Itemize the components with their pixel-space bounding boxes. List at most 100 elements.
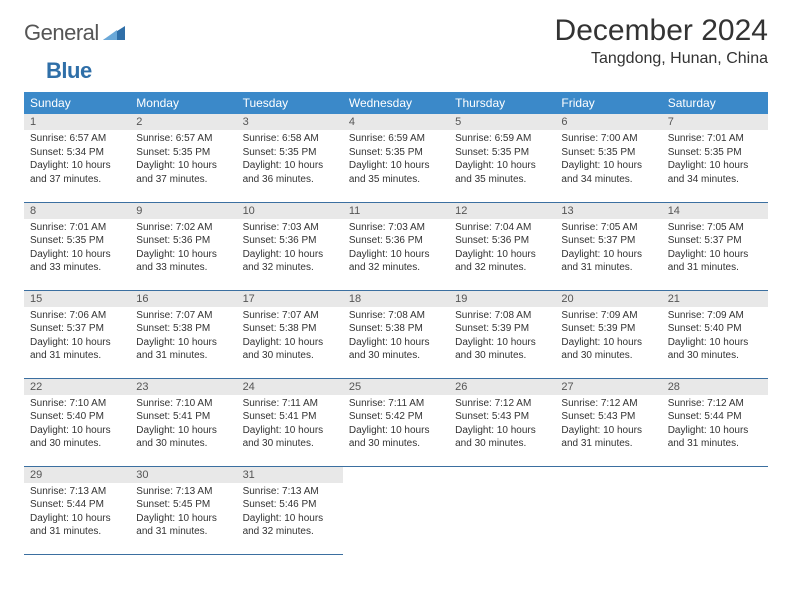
day-line: and 32 minutes.	[455, 261, 549, 275]
day-line: Sunrise: 6:59 AM	[349, 132, 443, 146]
calendar-cell: 29Sunrise: 7:13 AMSunset: 5:44 PMDayligh…	[24, 466, 130, 554]
calendar-week-row: 29Sunrise: 7:13 AMSunset: 5:44 PMDayligh…	[24, 466, 768, 554]
day-content: Sunrise: 7:07 AMSunset: 5:38 PMDaylight:…	[237, 307, 343, 367]
day-number: 6	[555, 114, 661, 130]
calendar-cell	[449, 466, 555, 554]
day-content: Sunrise: 7:09 AMSunset: 5:39 PMDaylight:…	[555, 307, 661, 367]
day-line: and 35 minutes.	[455, 173, 549, 187]
calendar-cell: 14Sunrise: 7:05 AMSunset: 5:37 PMDayligh…	[662, 202, 768, 290]
day-content: Sunrise: 7:10 AMSunset: 5:41 PMDaylight:…	[130, 395, 236, 455]
calendar-cell: 25Sunrise: 7:11 AMSunset: 5:42 PMDayligh…	[343, 378, 449, 466]
day-content: Sunrise: 7:03 AMSunset: 5:36 PMDaylight:…	[343, 219, 449, 279]
day-number: 7	[662, 114, 768, 130]
day-line: Sunset: 5:35 PM	[668, 146, 762, 160]
day-line: and 30 minutes.	[243, 349, 337, 363]
day-line: and 30 minutes.	[455, 437, 549, 451]
day-line: Daylight: 10 hours	[243, 248, 337, 262]
day-content: Sunrise: 7:01 AMSunset: 5:35 PMDaylight:…	[662, 130, 768, 190]
day-content: Sunrise: 6:57 AMSunset: 5:35 PMDaylight:…	[130, 130, 236, 190]
calendar-cell: 20Sunrise: 7:09 AMSunset: 5:39 PMDayligh…	[555, 290, 661, 378]
day-content: Sunrise: 7:11 AMSunset: 5:42 PMDaylight:…	[343, 395, 449, 455]
day-line: Daylight: 10 hours	[668, 424, 762, 438]
calendar-cell: 21Sunrise: 7:09 AMSunset: 5:40 PMDayligh…	[662, 290, 768, 378]
month-title: December 2024	[555, 14, 768, 48]
calendar-cell: 8Sunrise: 7:01 AMSunset: 5:35 PMDaylight…	[24, 202, 130, 290]
day-line: Daylight: 10 hours	[30, 336, 124, 350]
calendar-cell	[555, 466, 661, 554]
day-number: 26	[449, 379, 555, 395]
day-content: Sunrise: 7:12 AMSunset: 5:43 PMDaylight:…	[555, 395, 661, 455]
day-line: Sunset: 5:44 PM	[668, 410, 762, 424]
calendar-cell: 3Sunrise: 6:58 AMSunset: 5:35 PMDaylight…	[237, 114, 343, 202]
day-line: Sunset: 5:36 PM	[243, 234, 337, 248]
day-content: Sunrise: 6:59 AMSunset: 5:35 PMDaylight:…	[343, 130, 449, 190]
day-number: 11	[343, 203, 449, 219]
calendar-cell: 19Sunrise: 7:08 AMSunset: 5:39 PMDayligh…	[449, 290, 555, 378]
day-content: Sunrise: 7:08 AMSunset: 5:39 PMDaylight:…	[449, 307, 555, 367]
day-line: and 32 minutes.	[243, 525, 337, 539]
day-line: and 30 minutes.	[243, 437, 337, 451]
day-number: 2	[130, 114, 236, 130]
day-line: Sunset: 5:36 PM	[136, 234, 230, 248]
day-line: Sunrise: 7:03 AM	[349, 221, 443, 235]
day-content: Sunrise: 7:13 AMSunset: 5:45 PMDaylight:…	[130, 483, 236, 543]
day-line: Sunrise: 7:06 AM	[30, 309, 124, 323]
day-line: Sunset: 5:37 PM	[668, 234, 762, 248]
calendar-cell: 15Sunrise: 7:06 AMSunset: 5:37 PMDayligh…	[24, 290, 130, 378]
day-number: 28	[662, 379, 768, 395]
day-line: and 33 minutes.	[30, 261, 124, 275]
day-line: Sunrise: 6:58 AM	[243, 132, 337, 146]
logo-triangle-icon	[103, 24, 125, 43]
day-line: Sunset: 5:35 PM	[455, 146, 549, 160]
day-number: 14	[662, 203, 768, 219]
logo-word2: Blue	[46, 58, 92, 84]
day-line: Sunset: 5:43 PM	[561, 410, 655, 424]
day-content: Sunrise: 7:05 AMSunset: 5:37 PMDaylight:…	[662, 219, 768, 279]
day-line: Daylight: 10 hours	[349, 248, 443, 262]
calendar-cell: 13Sunrise: 7:05 AMSunset: 5:37 PMDayligh…	[555, 202, 661, 290]
day-line: and 31 minutes.	[30, 349, 124, 363]
day-number: 30	[130, 467, 236, 483]
day-line: Daylight: 10 hours	[30, 159, 124, 173]
calendar-table: SundayMondayTuesdayWednesdayThursdayFrid…	[24, 92, 768, 555]
day-content: Sunrise: 6:58 AMSunset: 5:35 PMDaylight:…	[237, 130, 343, 190]
calendar-cell: 1Sunrise: 6:57 AMSunset: 5:34 PMDaylight…	[24, 114, 130, 202]
day-line: Sunrise: 7:02 AM	[136, 221, 230, 235]
day-line: Daylight: 10 hours	[561, 336, 655, 350]
day-line: Sunset: 5:39 PM	[455, 322, 549, 336]
day-line: Sunrise: 7:13 AM	[243, 485, 337, 499]
weekday-header: Sunday	[24, 92, 130, 114]
day-content: Sunrise: 7:06 AMSunset: 5:37 PMDaylight:…	[24, 307, 130, 367]
day-content: Sunrise: 7:11 AMSunset: 5:41 PMDaylight:…	[237, 395, 343, 455]
calendar-body: 1Sunrise: 6:57 AMSunset: 5:34 PMDaylight…	[24, 114, 768, 554]
day-line: Sunrise: 7:11 AM	[349, 397, 443, 411]
day-line: Sunset: 5:37 PM	[561, 234, 655, 248]
day-line: Sunset: 5:37 PM	[30, 322, 124, 336]
day-line: Sunrise: 7:12 AM	[455, 397, 549, 411]
day-line: and 30 minutes.	[349, 437, 443, 451]
calendar-cell: 2Sunrise: 6:57 AMSunset: 5:35 PMDaylight…	[130, 114, 236, 202]
logo: General	[24, 20, 127, 46]
day-line: and 31 minutes.	[561, 437, 655, 451]
day-number: 21	[662, 291, 768, 307]
day-line: Sunrise: 7:11 AM	[243, 397, 337, 411]
day-line: Sunrise: 7:05 AM	[561, 221, 655, 235]
calendar-cell: 23Sunrise: 7:10 AMSunset: 5:41 PMDayligh…	[130, 378, 236, 466]
day-line: and 30 minutes.	[455, 349, 549, 363]
day-line: Daylight: 10 hours	[561, 424, 655, 438]
day-number: 13	[555, 203, 661, 219]
day-number: 1	[24, 114, 130, 130]
day-line: Sunset: 5:42 PM	[349, 410, 443, 424]
day-line: Sunrise: 7:10 AM	[136, 397, 230, 411]
day-line: Sunrise: 7:01 AM	[30, 221, 124, 235]
day-number: 19	[449, 291, 555, 307]
day-line: Daylight: 10 hours	[136, 424, 230, 438]
calendar-week-row: 8Sunrise: 7:01 AMSunset: 5:35 PMDaylight…	[24, 202, 768, 290]
day-content: Sunrise: 7:13 AMSunset: 5:46 PMDaylight:…	[237, 483, 343, 543]
day-line: Sunset: 5:41 PM	[136, 410, 230, 424]
calendar-cell: 31Sunrise: 7:13 AMSunset: 5:46 PMDayligh…	[237, 466, 343, 554]
weekday-header: Monday	[130, 92, 236, 114]
day-line: Daylight: 10 hours	[136, 512, 230, 526]
day-line: Sunset: 5:35 PM	[349, 146, 443, 160]
day-number: 10	[237, 203, 343, 219]
